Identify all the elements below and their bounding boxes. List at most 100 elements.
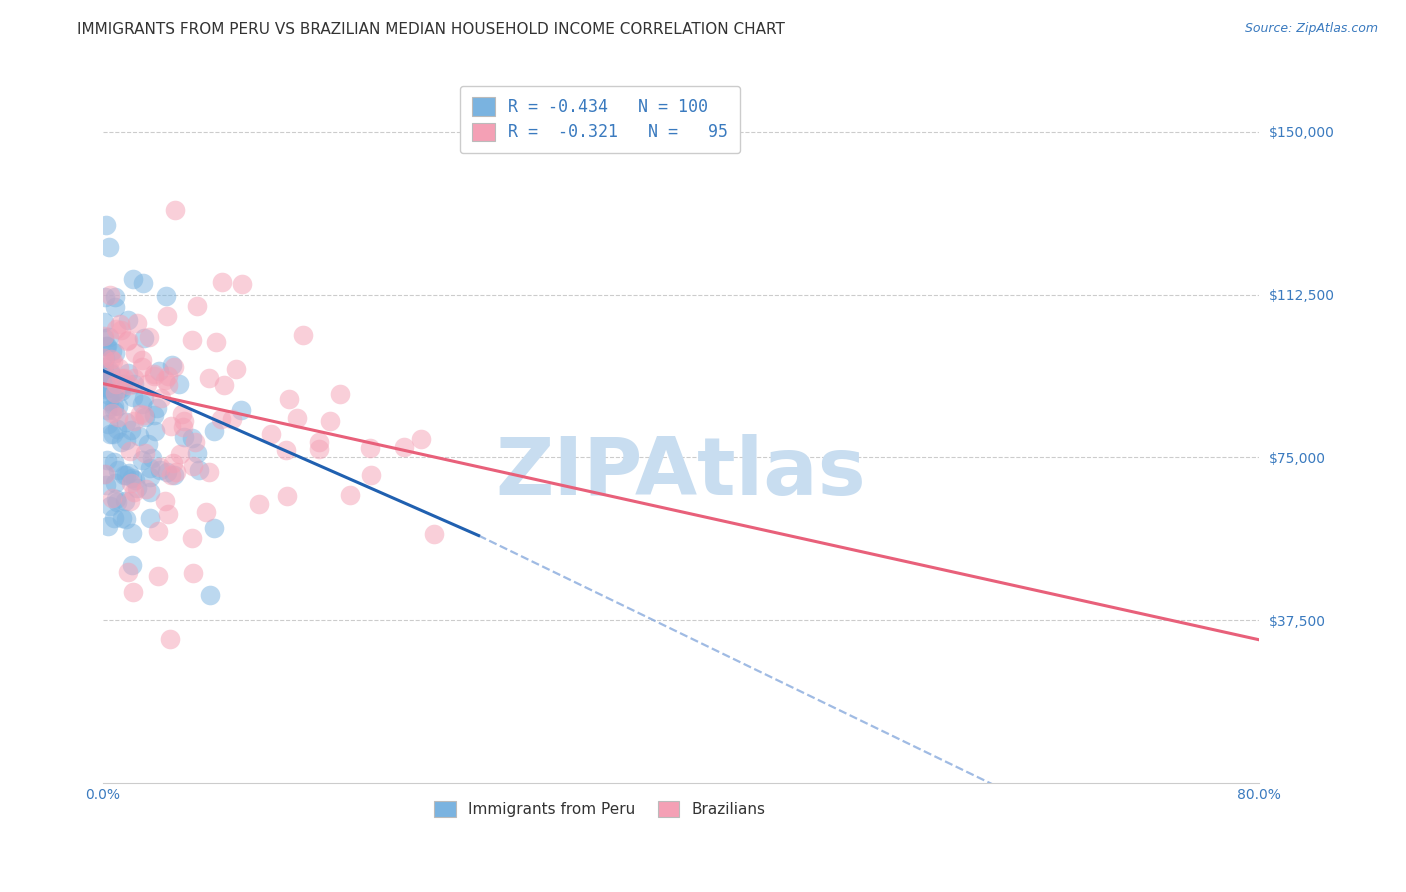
Point [93,378,115,392]
Point [138,469,160,483]
Point [125,317,148,331]
Point [124,474,146,488]
Point [100,364,122,378]
Point [94,382,117,396]
Point [104,300,127,314]
Point [146,524,169,538]
Point [93,290,115,304]
Point [198,588,221,602]
Point [122,370,145,384]
Point [285,410,308,425]
Point [136,437,159,451]
Point [143,408,166,422]
Point [105,495,128,509]
Point [134,410,156,425]
Point [160,359,183,373]
Point [160,467,183,482]
Point [98,394,121,409]
Point [127,481,149,495]
Point [124,346,146,360]
Point [136,377,159,392]
Point [124,485,146,500]
Point [198,371,221,385]
Point [96,452,118,467]
Point [98,239,121,253]
Point [156,369,179,384]
Point [148,569,170,583]
Point [94,380,117,394]
Point [122,414,145,428]
Point [131,353,153,368]
Point [121,525,143,540]
Point [105,383,128,397]
Point [319,414,342,428]
Point [173,430,195,444]
Point [112,371,135,385]
Point [211,275,233,289]
Point [104,289,127,303]
Point [98,367,121,381]
Text: ZIPAtlas: ZIPAtlas [495,434,866,512]
Point [278,392,301,406]
Point [105,422,128,436]
Point [110,381,132,395]
Point [117,334,139,348]
Point [96,339,118,353]
Point [93,331,115,345]
Point [103,386,125,401]
Point [112,376,135,391]
Point [93,360,115,375]
Point [308,442,330,456]
Point [134,331,156,345]
Point [115,512,138,526]
Point [139,461,162,475]
Point [180,333,202,347]
Point [100,288,122,302]
Point [187,463,209,477]
Point [156,309,179,323]
Point [110,435,132,450]
Point [110,384,132,399]
Point [103,511,125,525]
Point [163,467,186,482]
Point [274,443,297,458]
Point [145,401,167,415]
Point [205,335,228,350]
Point [96,339,118,353]
Point [156,466,179,480]
Point [101,406,124,420]
Point [110,323,132,337]
Point [103,399,125,413]
Point [186,446,208,460]
Point [155,494,177,508]
Point [422,527,444,541]
Point [359,442,381,456]
Point [247,497,270,511]
Point [167,377,190,392]
Text: IMMIGRANTS FROM PERU VS BRAZILIAN MEDIAN HOUSEHOLD INCOME CORRELATION CHART: IMMIGRANTS FROM PERU VS BRAZILIAN MEDIAN… [77,22,785,37]
Point [231,277,253,292]
Point [209,411,232,425]
Point [142,368,165,382]
Point [117,366,139,380]
Point [118,466,141,480]
Point [97,417,120,431]
Point [94,351,117,365]
Point [97,388,120,402]
Point [149,460,172,475]
Point [103,402,125,417]
Point [114,494,136,508]
Point [97,381,120,395]
Point [198,466,221,480]
Point [202,424,225,438]
Point [98,329,121,343]
Point [122,585,145,599]
Point [170,408,193,422]
Point [160,419,183,434]
Point [195,505,218,519]
Point [115,433,138,447]
Point [138,485,160,500]
Point [143,424,166,438]
Point [104,475,127,490]
Point [141,451,163,466]
